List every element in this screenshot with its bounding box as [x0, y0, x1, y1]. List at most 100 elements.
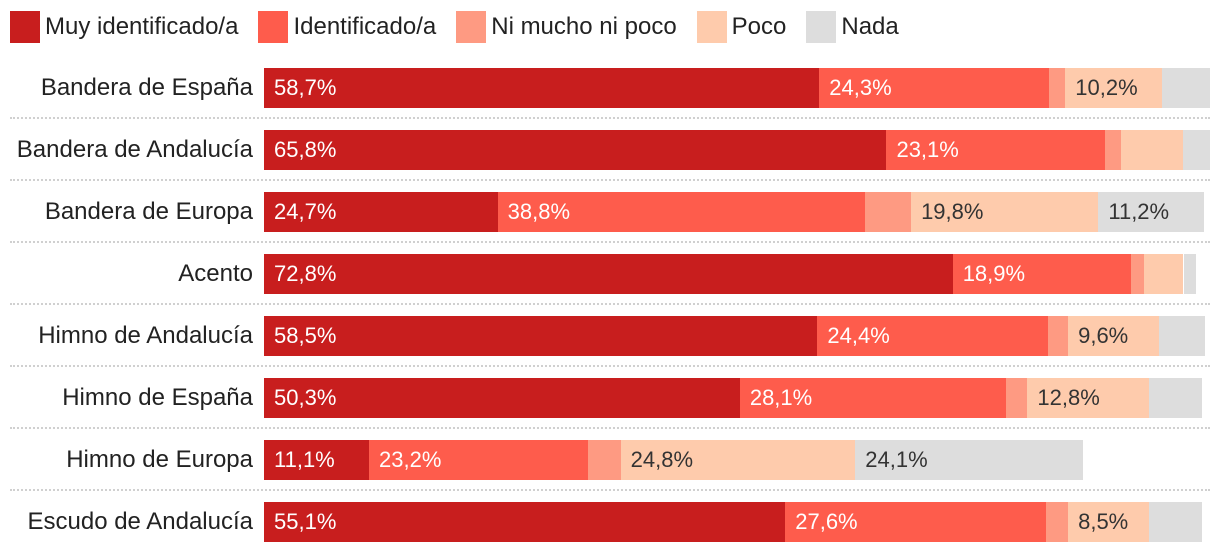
- legend-swatch: [696, 11, 727, 43]
- bar-segment: [1104, 130, 1122, 170]
- legend-item-nada: Nada: [806, 11, 899, 43]
- bar-segment: [817, 316, 1049, 356]
- bar-row: Bandera de Andalucía 65,8% 23,1%: [10, 119, 1210, 181]
- data-label: 24,3%: [829, 75, 892, 100]
- data-label: 9,6%: [1078, 323, 1129, 348]
- bar-segment: [819, 68, 1050, 108]
- bar-segment: [264, 130, 887, 170]
- legend-label: Identificado/a: [293, 13, 437, 40]
- bar-row: Himno de Europa 11,1% 23,2% 24,8% 24,1%: [10, 429, 1210, 491]
- data-label: 24,1%: [865, 447, 928, 472]
- bar-segment: [1049, 68, 1066, 108]
- bar-segment: [264, 254, 953, 294]
- category-label: Himno de España: [62, 384, 253, 411]
- bar-segment: [1158, 316, 1206, 356]
- bar-segment: [369, 440, 589, 480]
- legend-swatch: [456, 11, 487, 43]
- category-label: Bandera de España: [40, 74, 253, 101]
- data-label: 58,7%: [274, 75, 337, 100]
- data-label: 12,8%: [1037, 385, 1100, 410]
- bar-segment: [739, 378, 1006, 418]
- bar-segment: [1068, 316, 1159, 356]
- data-label: 55,1%: [274, 509, 337, 534]
- data-label: 28,1%: [749, 385, 813, 410]
- bar-segment: [855, 440, 1084, 480]
- legend-label: Poco: [731, 13, 787, 40]
- legend-swatch: [10, 11, 40, 43]
- row-divider: [10, 489, 1210, 491]
- data-label: 38,8%: [507, 199, 571, 224]
- bar-row: Himno de Andalucía 58,5% 24,4% 9,6%: [10, 305, 1210, 367]
- bar-row: Bandera de España 58,7% 24,3% 10,2%: [10, 57, 1210, 119]
- category-label: Bandera de Andalucía: [16, 136, 253, 163]
- legend-item-identificado: Identificado/a: [258, 11, 436, 43]
- category-label: Himno de Andalucía: [38, 322, 253, 349]
- bar-segment: [1143, 254, 1184, 294]
- legend: Muy identificado/a Identificado/a Ni muc…: [10, 10, 919, 44]
- data-label: 24,8%: [630, 447, 694, 472]
- data-label: 23,1%: [896, 137, 959, 162]
- bar-segment: [264, 68, 820, 108]
- data-label: 24,7%: [274, 199, 337, 224]
- data-label: 11,2%: [1108, 199, 1170, 224]
- data-label: 50,3%: [274, 385, 337, 410]
- category-label: Acento: [178, 260, 253, 287]
- bar-segment: [264, 316, 818, 356]
- bar-segment: [1121, 130, 1183, 170]
- bar-row: Bandera de Europa 24,7% 38,8% 19,8% 11,2%: [10, 181, 1210, 243]
- legend-label: Muy identificado/a: [45, 13, 239, 40]
- legend-label: Ni mucho ni poco: [491, 13, 677, 40]
- bar-segment: [952, 254, 1132, 294]
- data-label: 10,2%: [1075, 75, 1138, 100]
- row-divider: [10, 365, 1210, 367]
- legend-label: Nada: [841, 13, 899, 40]
- data-label: 19,8%: [921, 199, 984, 224]
- data-label: 72,8%: [274, 261, 337, 286]
- bar-segment: [264, 502, 786, 542]
- category-label: Himno de Europa: [66, 446, 253, 473]
- bar-segment: [1148, 378, 1203, 418]
- bar-segment: [1027, 378, 1149, 418]
- bar-segment: [264, 378, 740, 418]
- data-label: 65,8%: [274, 137, 337, 162]
- bar-segment: [264, 440, 369, 480]
- bar-segment: [497, 192, 865, 232]
- bar-segment: [620, 440, 856, 480]
- row-divider: [10, 179, 1210, 181]
- bar-segment: [1005, 378, 1028, 418]
- row-divider: [10, 427, 1210, 429]
- bar-segment: [1068, 502, 1149, 542]
- category-label: Escudo de Andalucía: [27, 508, 253, 535]
- row-divider: [10, 303, 1210, 305]
- bar-segment: [1098, 192, 1205, 232]
- bar-segment: [264, 192, 498, 232]
- bar-segment: [1183, 254, 1196, 294]
- data-label: 24,4%: [827, 323, 890, 348]
- legend-item-muy-identificado: Muy identificado/a: [10, 11, 238, 43]
- data-label: 23,2%: [379, 447, 442, 472]
- legend-swatch: [258, 11, 289, 43]
- bar-row: Acento 72,8% 18,9%: [10, 243, 1210, 305]
- data-label: 8,5%: [1078, 509, 1129, 534]
- data-label: 18,9%: [962, 261, 1026, 286]
- legend-swatch: [806, 11, 837, 43]
- bar-segment: [1046, 502, 1069, 542]
- bar-segment: [1148, 502, 1203, 542]
- bar-segment: [1131, 254, 1144, 294]
- data-label: 11,1%: [274, 447, 335, 472]
- row-divider: [10, 117, 1210, 119]
- bar-segment: [864, 192, 912, 232]
- legend-item-poco: Poco: [696, 11, 787, 43]
- bar-segment: [588, 440, 621, 480]
- data-label: 58,5%: [274, 323, 337, 348]
- bar-segment: [886, 130, 1105, 170]
- legend-item-ni-mucho-ni-poco: Ni mucho ni poco: [456, 11, 677, 43]
- bar-row: Escudo de Andalucía 55,1% 27,6% 8,5%: [10, 491, 1210, 553]
- bar-segment: [1182, 130, 1210, 170]
- category-label: Bandera de Europa: [44, 198, 253, 225]
- row-divider: [10, 241, 1210, 243]
- bar-segment: [1065, 68, 1162, 108]
- bar-row: Himno de España 50,3% 28,1% 12,8%: [10, 367, 1210, 429]
